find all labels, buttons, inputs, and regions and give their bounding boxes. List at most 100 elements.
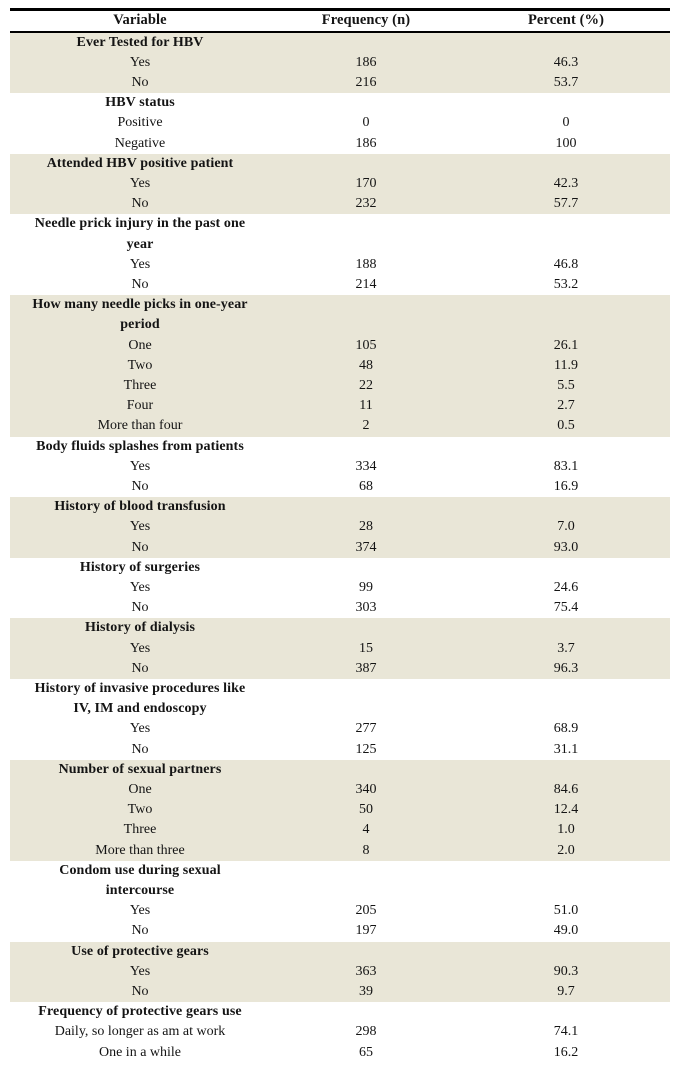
row-frequency: 216: [355, 74, 377, 90]
table-row: Yes 99 24.6: [10, 578, 670, 598]
empty-frequency-cell: [270, 437, 462, 457]
table-row: Daily, so longer as am at work 298 74.1: [10, 1022, 670, 1042]
section-title-row: Use of protective gears: [10, 941, 670, 962]
row-frequency: 2: [362, 418, 370, 434]
section-title: intercourse: [105, 883, 175, 899]
table-header: Variable Frequency (n) Percent (%): [10, 10, 670, 32]
row-label: Positive: [117, 115, 163, 131]
table-row: Yes 186 46.3: [10, 52, 670, 73]
row-percent: 53.7: [553, 74, 579, 90]
row-percent: 12.4: [553, 802, 579, 818]
row-frequency: 197: [355, 923, 377, 939]
empty-percent-cell: [462, 699, 670, 719]
row-frequency: 205: [355, 903, 377, 919]
row-label: No: [131, 539, 149, 555]
row-label: No: [131, 984, 149, 1000]
section-title-row: Ever Tested for HBV: [10, 31, 670, 53]
row-percent: 68.9: [553, 721, 579, 737]
row-frequency: 188: [355, 256, 377, 272]
row-frequency: 340: [355, 782, 377, 798]
row-label: One: [128, 337, 152, 353]
table-row: More than three 8 2.0: [10, 840, 670, 861]
empty-frequency-cell: [270, 214, 462, 234]
section-title-row: How many needle picks in one-year: [10, 295, 670, 316]
row-label: Four: [126, 398, 154, 414]
empty-frequency-cell: [270, 942, 462, 962]
table-row: No 197 49.0: [10, 921, 670, 941]
row-percent: 7.0: [557, 519, 575, 535]
section-title-row: History of dialysis: [10, 618, 670, 639]
row-frequency: 303: [355, 600, 377, 616]
table-row: No 39 9.7: [10, 982, 670, 1003]
empty-percent-cell: [462, 942, 670, 962]
row-frequency: 0: [362, 115, 370, 131]
row-label: Two: [127, 357, 153, 373]
table-row: Four 11 2.7: [10, 396, 670, 417]
empty-frequency-cell: [270, 1002, 462, 1022]
empty-frequency-cell: [270, 295, 462, 315]
empty-frequency-cell: [270, 154, 462, 174]
section-title: How many needle picks in one-year: [32, 297, 248, 313]
row-label: No: [131, 741, 149, 757]
section-title-row: period: [10, 315, 670, 336]
table-row: Yes 188 46.8: [10, 255, 670, 275]
row-label: Yes: [129, 54, 151, 70]
row-frequency: 65: [359, 1044, 373, 1060]
table-header-row: Variable Frequency (n) Percent (%): [10, 10, 670, 32]
row-frequency: 125: [355, 741, 377, 757]
table-row: No 125 31.1: [10, 740, 670, 760]
table-row: Yes 334 83.1: [10, 457, 670, 477]
table-row: No 68 16.9: [10, 477, 670, 497]
row-label: No: [131, 923, 149, 939]
row-percent: 0.5: [557, 418, 575, 434]
row-percent: 5.5: [557, 377, 575, 393]
table-row: No 387 96.3: [10, 658, 670, 679]
section-title-row: History of blood transfusion: [10, 497, 670, 518]
row-percent: 53.2: [553, 276, 579, 292]
row-frequency: 374: [355, 539, 377, 555]
empty-frequency-cell: [270, 558, 462, 578]
table-row: No 303 75.4: [10, 598, 670, 618]
table-row: No 216 53.7: [10, 72, 670, 94]
section-title-row: Frequency of protective gears use: [10, 1002, 670, 1022]
row-frequency: 99: [359, 579, 373, 595]
section-title: Use of protective gears: [71, 943, 209, 959]
row-frequency: 334: [355, 458, 377, 474]
row-label: Yes: [129, 903, 151, 919]
empty-frequency-cell: [270, 699, 462, 719]
row-label: More than three: [95, 842, 185, 858]
row-frequency: 387: [355, 660, 377, 676]
table-row: No 232 57.7: [10, 194, 670, 215]
paper-table-region: Variable Frequency (n) Percent (%) Ever …: [10, 8, 670, 1063]
empty-percent-cell: [462, 154, 670, 174]
empty-percent-cell: [462, 679, 670, 699]
empty-percent-cell: [462, 214, 670, 234]
empty-percent-cell: [462, 93, 670, 113]
section-title-row: HBV status: [10, 93, 670, 113]
table-row: Yes 15 3.7: [10, 638, 670, 659]
row-percent: 49.0: [553, 923, 579, 939]
table-row: Two 48 11.9: [10, 355, 670, 376]
row-label: Two: [127, 802, 153, 818]
row-percent: 24.6: [553, 579, 579, 595]
empty-frequency-cell: [270, 679, 462, 699]
section-title: IV, IM and endoscopy: [73, 701, 207, 717]
empty-percent-cell: [462, 315, 670, 335]
row-frequency: 50: [359, 802, 373, 818]
row-percent: 16.2: [553, 1044, 579, 1060]
empty-percent-cell: [462, 497, 670, 517]
row-label: No: [131, 196, 149, 212]
table-row: Yes 363 90.3: [10, 961, 670, 983]
section-title: period: [120, 317, 160, 333]
row-percent: 1.0: [557, 822, 575, 838]
table-row: Yes 205 51.0: [10, 901, 670, 921]
empty-percent-cell: [462, 861, 670, 881]
row-percent: 3.7: [557, 640, 575, 656]
table-row: Negative 186 100: [10, 134, 670, 154]
table-row: Three 22 5.5: [10, 375, 670, 397]
section-title-row: intercourse: [10, 881, 670, 901]
row-frequency: 15: [359, 640, 373, 656]
row-frequency: 363: [355, 963, 377, 979]
row-label: Yes: [129, 175, 151, 191]
table-row: More than four 2 0.5: [10, 416, 670, 437]
